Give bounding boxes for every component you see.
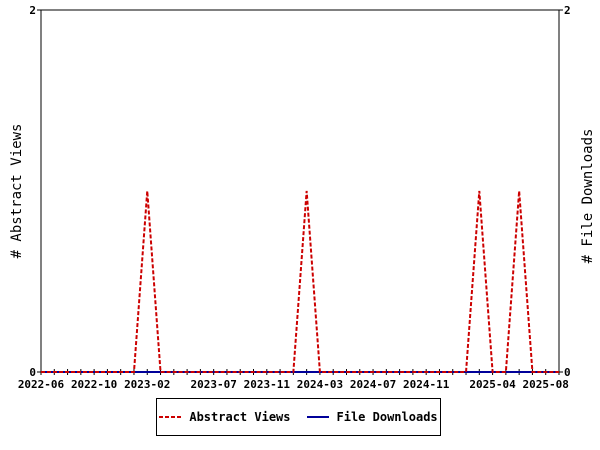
series-layer bbox=[41, 190, 559, 373]
y-tick-label-right: 0 bbox=[564, 366, 571, 379]
x-tick-label: 2022-06 bbox=[18, 378, 65, 391]
plot-frame bbox=[40, 9, 560, 373]
y-axis-title-right: # File Downloads bbox=[580, 129, 596, 264]
legend-item-abstract-views: Abstract Views bbox=[159, 410, 291, 424]
y-axes: 0 0 2 2 bbox=[29, 4, 570, 379]
legend-label-file-downloads: File Downloads bbox=[336, 410, 438, 424]
legend-swatch-file-downloads bbox=[306, 416, 329, 418]
x-tick-label: 2023-11 bbox=[244, 378, 291, 391]
x-tick-label: 2022-10 bbox=[71, 378, 117, 391]
y-tick-label-left: 0 bbox=[29, 366, 36, 379]
y-tick-label-right: 2 bbox=[564, 4, 571, 17]
y-axis-title-left: # Abstract Views bbox=[9, 124, 25, 259]
x-tick-label: 2025-08 bbox=[523, 378, 569, 391]
plot-border bbox=[40, 9, 560, 373]
y-tick-label-left: 2 bbox=[29, 4, 36, 17]
x-tick-label: 2023-07 bbox=[190, 378, 236, 391]
legend-swatch-abstract-views bbox=[159, 416, 182, 418]
x-axis: 2022-06 2022-10 2023-02 2023-07 2023-11 2024-… bbox=[18, 369, 569, 391]
series-line-abstract-views bbox=[41, 190, 559, 373]
x-tick-label: 2024-03 bbox=[297, 378, 343, 391]
x-tick-label: 2024-07 bbox=[350, 378, 396, 391]
legend: Abstract Views File Downloads bbox=[156, 398, 441, 436]
legend-label-abstract-views: Abstract Views bbox=[189, 410, 291, 424]
x-tick-label: 2023-02 bbox=[124, 378, 170, 391]
x-tick-label: 2025-04 bbox=[469, 378, 516, 391]
x-tick-label: 2024-11 bbox=[403, 378, 450, 391]
legend-item-file-downloads: File Downloads bbox=[306, 410, 438, 424]
